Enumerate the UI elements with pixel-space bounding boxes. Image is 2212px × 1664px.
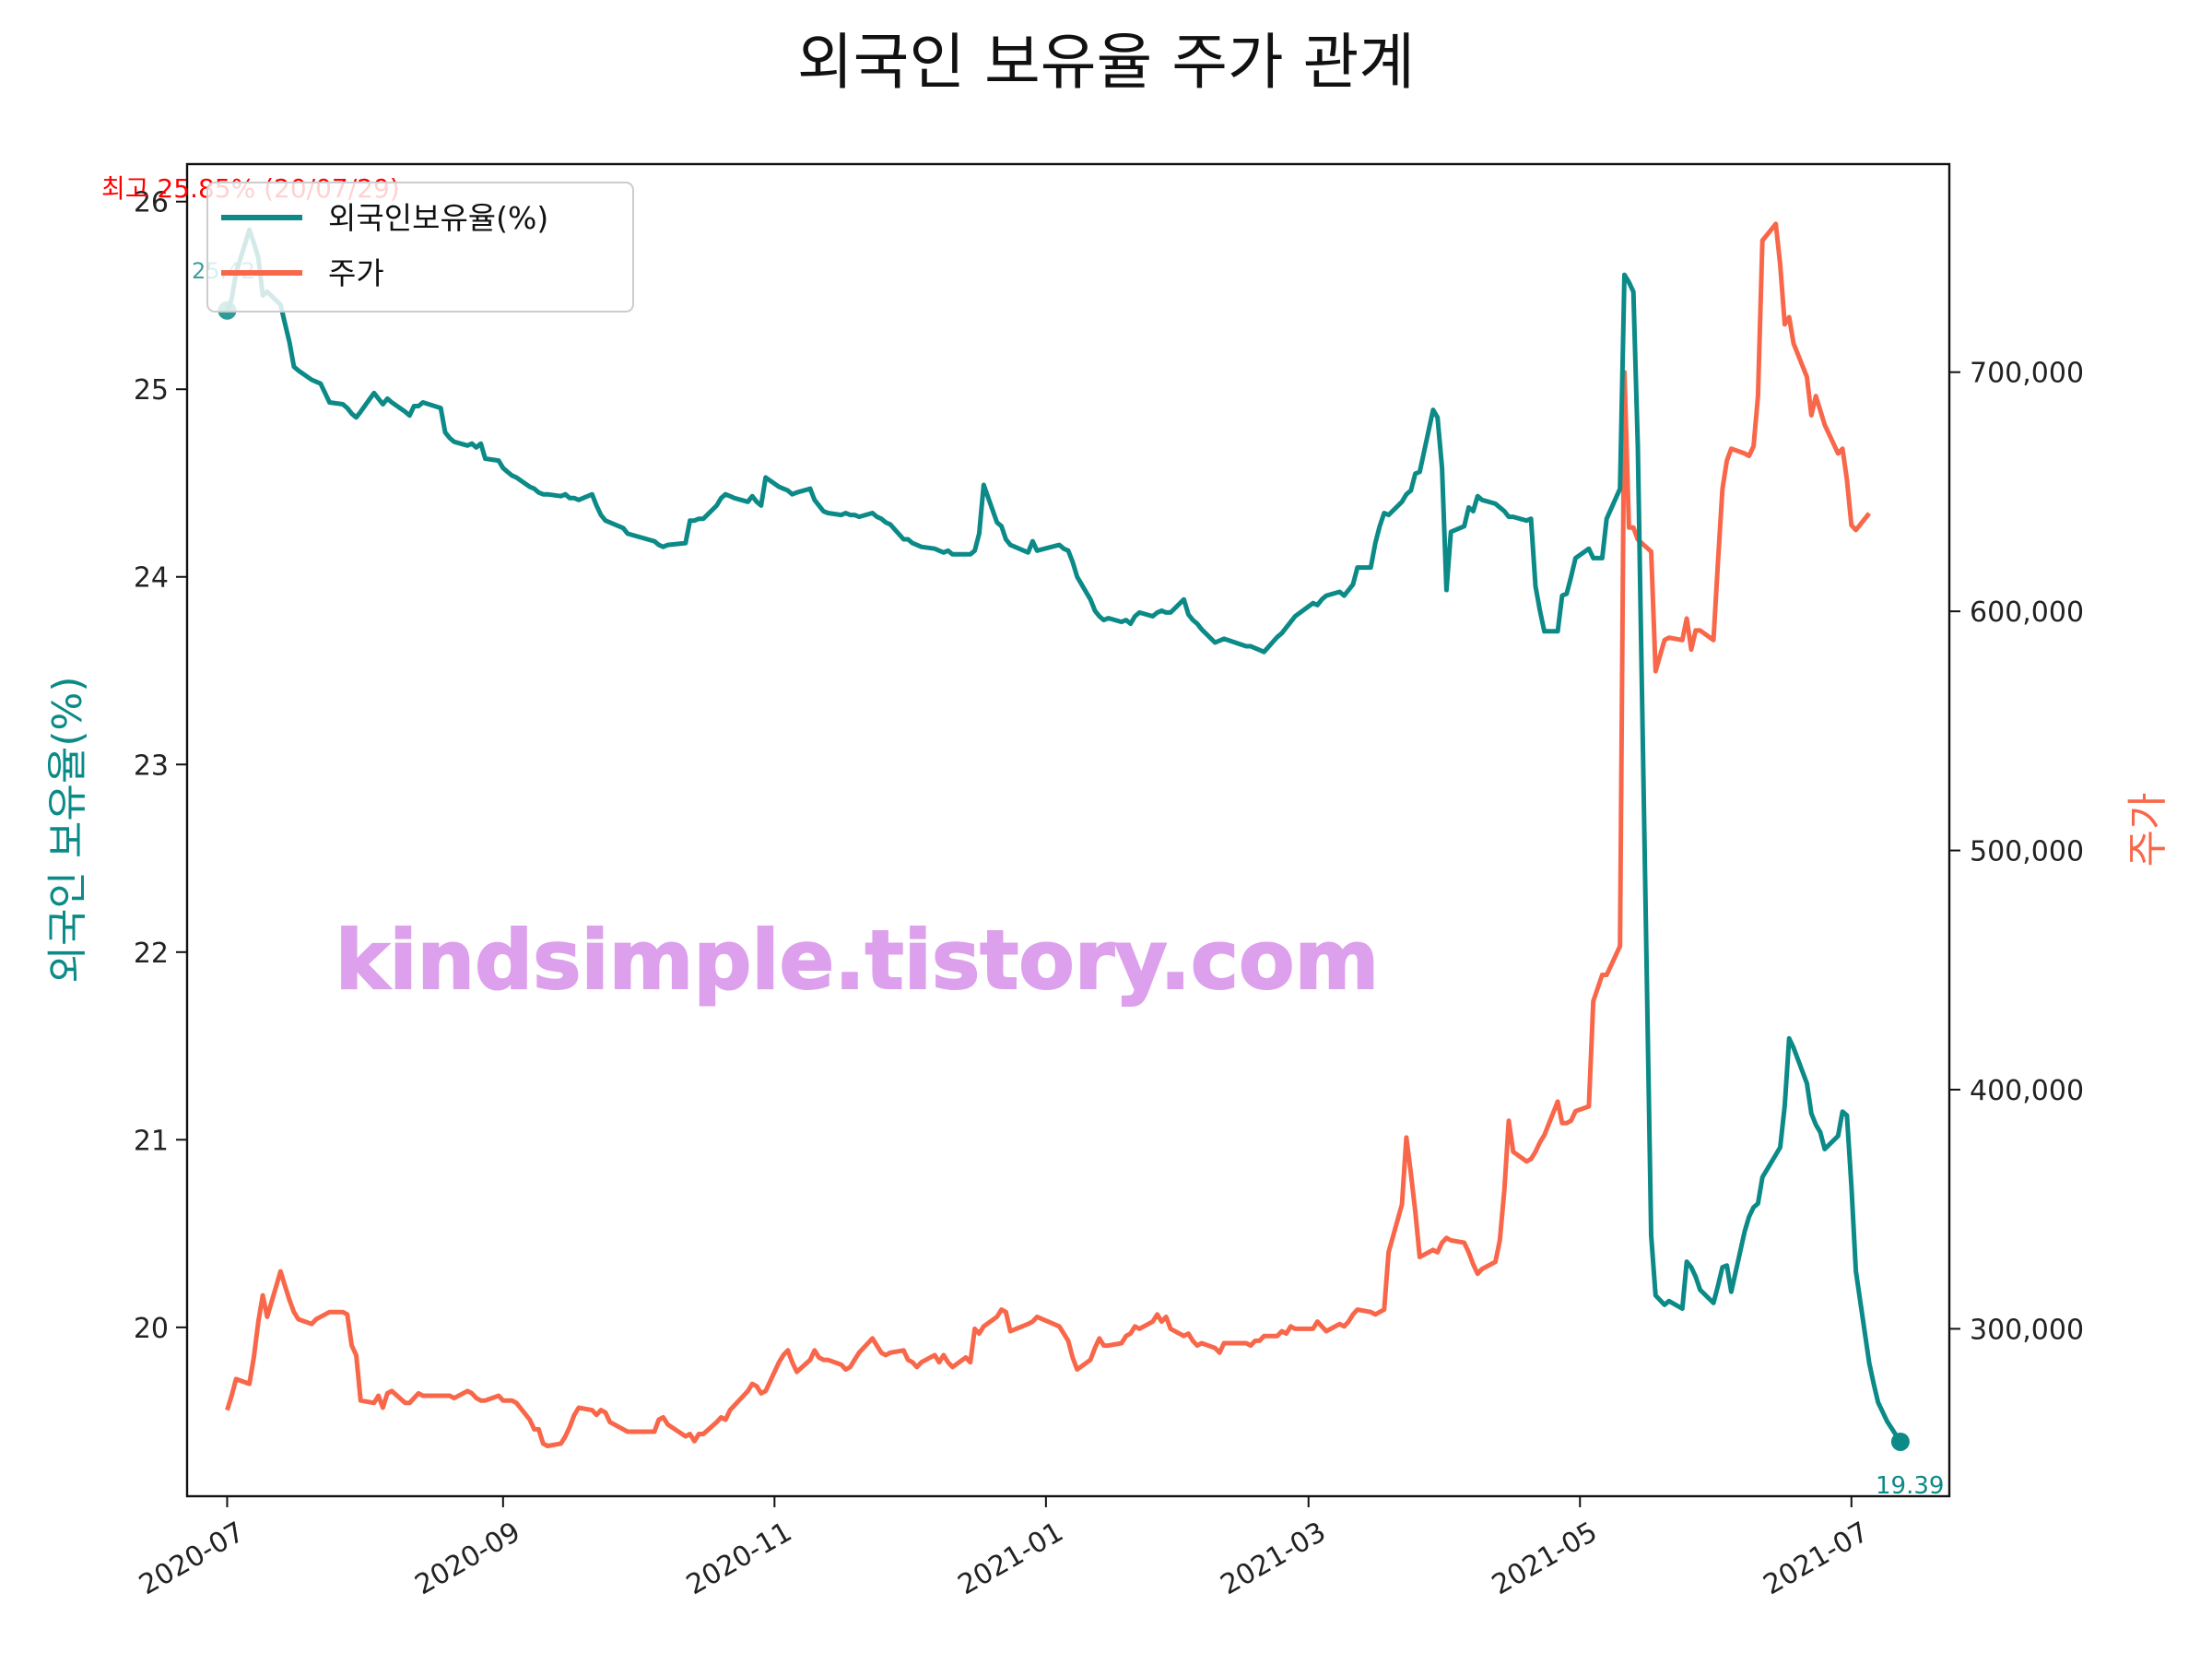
right-axis-label: 주가: [2124, 793, 2171, 867]
right-tick-label: 400,000: [1970, 1075, 2084, 1107]
left-tick-label: 22: [134, 938, 169, 970]
legend: 외국인보유율(%) 주가: [206, 182, 634, 313]
price-line: [225, 221, 1872, 1448]
right-tick-label: 600,000: [1970, 596, 2084, 629]
left-tick-label: 20: [134, 1313, 169, 1345]
right-tick-label: 500,000: [1970, 836, 2084, 868]
x-axis-ticks: 2020-07 2020-09 2020-11 2021-01 2021-03 2021-…: [134, 1496, 1875, 1601]
legend-label-price: 주가: [328, 255, 384, 291]
left-tick-label: 26: [134, 187, 169, 219]
left-tick-label: 25: [134, 374, 169, 407]
left-axis-label: 외국인 보유율(%): [44, 676, 91, 983]
legend-label-foreign: 외국인보유율(%): [328, 200, 548, 236]
legend-box: [206, 182, 634, 313]
left-axis-ticks: 20 21 22 23 24 25 26: [134, 187, 187, 1345]
foreign-ownership-line: [225, 227, 1902, 1444]
left-tick-label: 23: [134, 749, 169, 782]
x-tick-label: 2020-09: [410, 1516, 526, 1601]
watermark: kindsimple.tistory.com: [335, 913, 1379, 1008]
right-axis-ticks: 300,000 400,000 500,000 600,000 700,000: [1949, 358, 2084, 1346]
right-tick-label: 300,000: [1970, 1314, 2084, 1346]
right-tick-label: 700,000: [1970, 358, 2084, 390]
left-tick-label: 21: [134, 1125, 169, 1157]
x-tick-label: 2021-01: [953, 1516, 1069, 1601]
x-tick-label: 2021-05: [1487, 1516, 1603, 1601]
plot-frame: [185, 162, 1951, 1498]
end-marker: [1890, 1432, 1910, 1451]
chart-title: 외국인 보유율 주가 관계: [797, 27, 1415, 98]
x-tick-label: 2020-07: [134, 1516, 250, 1601]
x-tick-label: 2020-11: [681, 1516, 797, 1601]
end-value-label: 19.39: [1876, 1472, 1944, 1500]
left-tick-label: 24: [134, 562, 169, 595]
x-tick-label: 2021-03: [1215, 1516, 1331, 1601]
x-tick-label: 2021-07: [1759, 1516, 1875, 1601]
